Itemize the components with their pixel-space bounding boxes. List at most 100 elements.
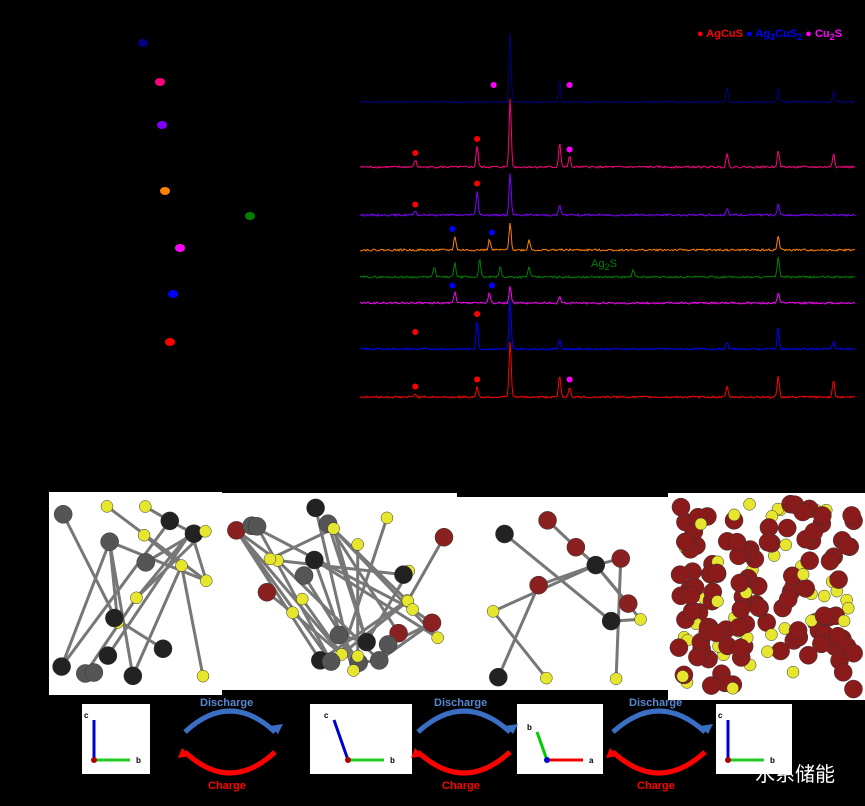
phase-marker xyxy=(474,376,481,383)
atom xyxy=(347,664,360,677)
axis-label: b xyxy=(527,723,532,732)
atom xyxy=(731,600,751,619)
atom xyxy=(263,552,277,566)
ag2s-label: Ag2S xyxy=(591,258,617,273)
atom xyxy=(726,681,739,695)
atom xyxy=(153,639,173,659)
atom xyxy=(681,586,701,605)
phase-marker xyxy=(490,82,497,88)
atom xyxy=(611,549,631,568)
series-marker-dot xyxy=(245,212,255,220)
xrd-series-line xyxy=(360,222,856,252)
atom xyxy=(378,635,398,654)
atom xyxy=(671,497,691,517)
atom xyxy=(707,563,727,583)
phase-marker xyxy=(474,311,481,317)
atom xyxy=(683,601,702,621)
atom xyxy=(730,573,750,593)
structure-panel-4 xyxy=(668,493,865,700)
atom xyxy=(380,511,394,525)
atom xyxy=(160,511,180,531)
discharge-arrow xyxy=(416,708,512,734)
atom xyxy=(814,606,834,626)
atom xyxy=(676,532,695,552)
atom xyxy=(100,500,114,513)
atom xyxy=(786,665,800,679)
axis-label: c xyxy=(324,711,329,720)
series-marker-dot xyxy=(155,78,165,86)
phase-marker xyxy=(449,282,456,289)
atom xyxy=(495,524,514,544)
atom xyxy=(84,663,104,682)
atom xyxy=(434,527,454,547)
atom xyxy=(406,603,419,616)
series-marker-dot xyxy=(138,39,148,47)
atom xyxy=(702,676,721,695)
atom xyxy=(52,657,71,676)
atom xyxy=(634,613,647,626)
charge-label: Charge xyxy=(442,780,480,792)
series-marker-dot xyxy=(160,187,170,195)
atom xyxy=(529,575,548,595)
atom xyxy=(838,536,857,556)
atom xyxy=(793,502,812,522)
xrd-series-line xyxy=(359,32,856,104)
legend: ● AgCuS ● Ag3CuS2 ● Cu2S xyxy=(697,28,843,43)
atom xyxy=(842,602,855,615)
atom xyxy=(743,497,756,511)
atom xyxy=(294,566,314,585)
axis-label: b xyxy=(770,756,775,765)
discharge-arrow xyxy=(183,708,277,734)
discharge-arrow xyxy=(611,708,707,734)
atom xyxy=(540,671,553,685)
atom xyxy=(136,553,155,572)
atom xyxy=(669,638,689,657)
atom xyxy=(799,645,818,665)
axis-label: a xyxy=(589,756,594,765)
atom xyxy=(771,641,790,661)
atom xyxy=(196,669,210,683)
atom xyxy=(357,632,376,652)
atom xyxy=(749,598,768,617)
atom xyxy=(727,508,741,522)
atom xyxy=(586,555,605,575)
atom xyxy=(327,522,340,535)
atom xyxy=(833,663,853,682)
xrd-series-line xyxy=(359,256,856,280)
atom xyxy=(305,550,324,570)
atom xyxy=(711,595,724,608)
atom xyxy=(130,591,143,605)
atom xyxy=(727,532,747,552)
phase-marker xyxy=(412,383,419,390)
phase-marker xyxy=(449,226,456,232)
atom xyxy=(486,605,500,618)
xrd-plot xyxy=(138,32,856,399)
atom xyxy=(777,518,797,538)
atom xyxy=(98,646,118,665)
discharge-label: Discharge xyxy=(434,697,488,709)
atom xyxy=(351,649,365,663)
atom xyxy=(729,618,748,637)
atom xyxy=(123,666,143,686)
atom xyxy=(105,608,124,628)
xrd-series-line xyxy=(359,173,856,218)
atom xyxy=(844,679,863,699)
atom xyxy=(422,613,442,633)
phase-marker xyxy=(566,146,573,153)
atom xyxy=(694,517,708,531)
atom xyxy=(431,631,444,645)
atom xyxy=(296,592,309,606)
atom xyxy=(688,647,707,667)
phase-marker xyxy=(474,136,481,142)
atom xyxy=(489,667,508,687)
atom xyxy=(842,506,861,525)
phase-marker xyxy=(412,150,419,156)
atom xyxy=(137,528,151,542)
atom xyxy=(369,651,389,670)
phase-marker xyxy=(474,180,481,187)
phase-marker xyxy=(412,201,419,208)
xrd-series-line xyxy=(359,299,856,351)
